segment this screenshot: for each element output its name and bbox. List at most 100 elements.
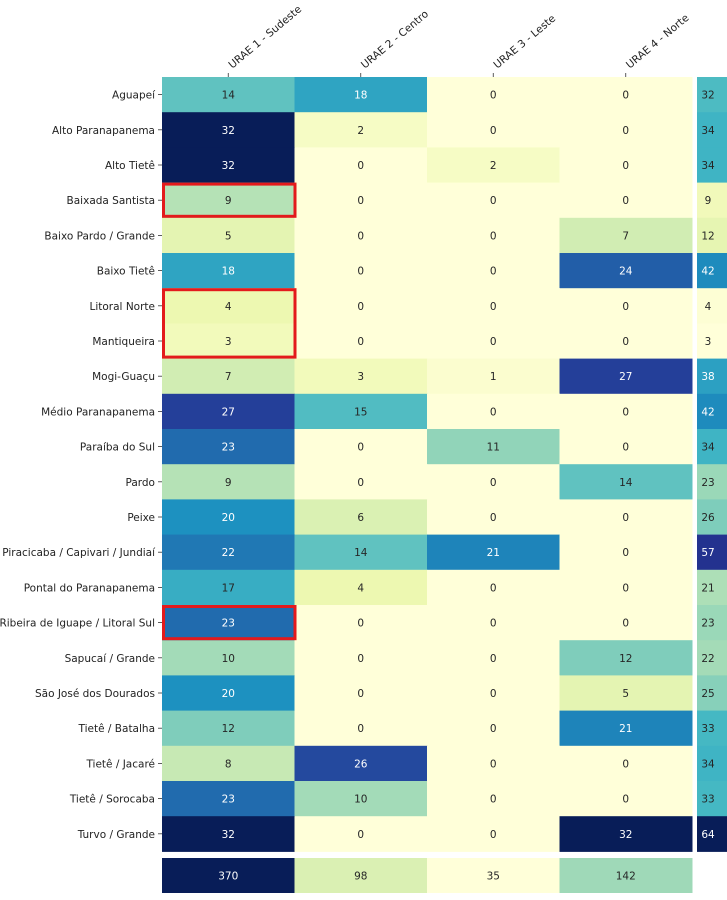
heatmap-cell (427, 429, 560, 465)
row-total-value: 34 (701, 125, 715, 137)
heatmap-cell (559, 112, 693, 148)
heatmap-cell (162, 147, 295, 184)
cell-value: 0 (490, 477, 497, 489)
heatmap-cell (294, 253, 428, 289)
heatmap-cell (162, 781, 295, 817)
heatmap-cell (559, 77, 693, 113)
row-total-value: 38 (701, 371, 714, 383)
cell-value: 32 (222, 125, 235, 137)
heatmap-cell (559, 816, 693, 852)
heatmap-cell (559, 182, 693, 219)
cell-value: 20 (222, 688, 235, 700)
cell-value: 11 (487, 442, 500, 454)
heatmap-cell (162, 323, 295, 360)
row-label: Tietê / Jacaré (85, 758, 155, 770)
heatmap-cell (294, 393, 428, 430)
row-label: Tietê / Sorocaba (69, 794, 155, 806)
column-total-cell (427, 858, 560, 893)
heatmap-cell (559, 217, 693, 254)
row-total-value: 34 (701, 758, 715, 770)
cell-value: 0 (490, 512, 497, 524)
cell-value: 5 (622, 688, 629, 700)
row-total-cell (697, 77, 727, 113)
column-total-value: 370 (218, 871, 238, 883)
cell-value: 8 (225, 758, 232, 770)
heatmap-cell (162, 393, 295, 430)
heatmap-cell (427, 675, 560, 712)
row-total-cell (697, 217, 727, 254)
column-total-value: 98 (354, 871, 367, 883)
cell-value: 15 (354, 406, 367, 418)
cell-value: 27 (619, 371, 632, 383)
row-label: Sapucaí / Grande (65, 653, 155, 665)
heatmap-cell (162, 288, 295, 324)
heatmap-cell (162, 640, 295, 676)
row-total-cell (697, 182, 727, 219)
heatmap-cell (294, 640, 428, 676)
row-label: Peixe (127, 512, 155, 524)
heatmap-cell (294, 464, 428, 500)
column-totals-row: 370 98 35 142 (162, 858, 693, 893)
cell-value: 21 (619, 723, 632, 735)
column-total-value: 142 (616, 871, 636, 883)
cell-value: 0 (490, 758, 497, 770)
heatmap-cell (427, 605, 560, 641)
cell-value: 2 (490, 160, 497, 172)
heatmap-cell (559, 569, 693, 606)
row-label: Paraíba do Sul (80, 442, 155, 454)
heatmap-cell (162, 675, 295, 712)
cell-value: 0 (357, 195, 364, 207)
row-label: Baixo Tietê (97, 266, 155, 278)
row-total-value: 42 (701, 406, 714, 418)
cell-value: 20 (222, 512, 235, 524)
row-total-cell (697, 288, 727, 324)
cell-value: 12 (222, 723, 235, 735)
heatmap-cell (294, 429, 428, 465)
heatmap-cell (559, 534, 693, 571)
cell-value: 0 (622, 618, 629, 630)
row-total-cell (697, 745, 727, 782)
cell-value: 0 (490, 266, 497, 278)
heatmap-cell (559, 429, 693, 465)
cell-value: 17 (222, 582, 235, 594)
row-label: Alto Tietê (105, 160, 155, 172)
row-total-cell (697, 323, 727, 360)
heatmap-cell (427, 781, 560, 817)
heatmap-cell (294, 358, 428, 395)
heatmap-cell (294, 77, 428, 113)
cell-value: 27 (222, 406, 235, 418)
cell-value: 0 (357, 829, 364, 841)
row-total-cell (697, 112, 727, 148)
heatmap-cell (162, 534, 295, 571)
cell-value: 0 (622, 758, 629, 770)
row-label: Médio Paranapanema (41, 406, 155, 418)
cell-value: 10 (354, 794, 367, 806)
column-label: URAE 3 - Leste (491, 13, 558, 72)
heatmap-cell (559, 253, 693, 289)
cell-value: 32 (619, 829, 632, 841)
cell-value: 5 (225, 230, 232, 242)
cell-value: 23 (222, 618, 235, 630)
heatmap-cell (294, 675, 428, 712)
cell-value: 0 (357, 477, 364, 489)
heatmap-cell (427, 288, 560, 324)
cell-value: 0 (490, 90, 497, 102)
row-label: Alto Paranapanema (52, 125, 155, 137)
cell-value: 0 (357, 442, 364, 454)
cell-value: 0 (490, 618, 497, 630)
cell-value: 3 (225, 336, 232, 348)
heatmap-cell (294, 323, 428, 360)
heatmap-cell (427, 745, 560, 782)
heatmap-cell (427, 534, 560, 571)
heatmap-cell (294, 745, 428, 782)
row-label: Piracicaba / Capivari / Jundiaí (2, 547, 156, 559)
heatmap-cell (294, 499, 428, 536)
heatmap-cell (162, 253, 295, 289)
cell-value: 0 (622, 301, 629, 313)
cell-value: 9 (225, 477, 232, 489)
heatmap-cell (162, 217, 295, 254)
heatmap-cell (294, 534, 428, 571)
row-totals-column: 32 34 34 9 12 42 4 3 38 42 34 23 26 57 21 23 22 25 33 34 33 6… (697, 77, 727, 852)
heatmap-cell (162, 464, 295, 500)
column-total-cell (162, 858, 295, 893)
